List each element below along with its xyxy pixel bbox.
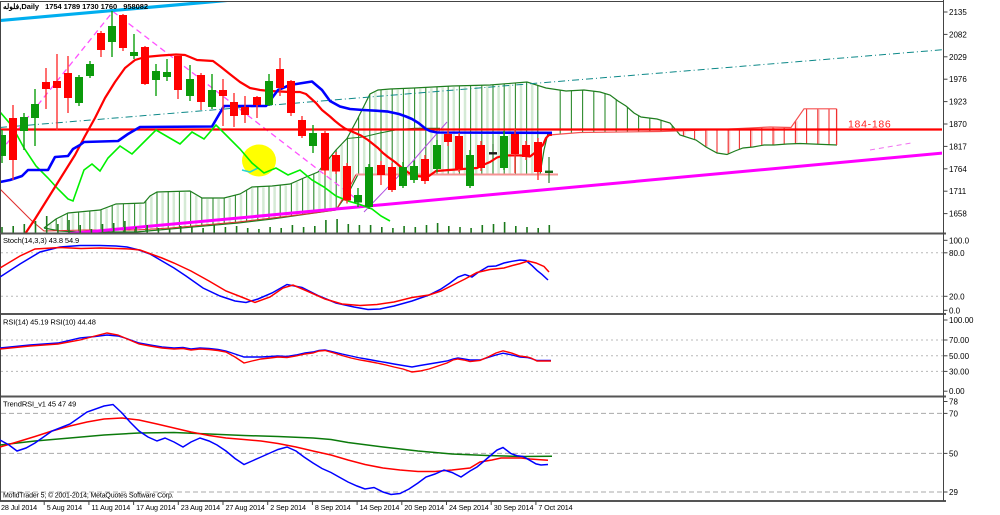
svg-text:2029: 2029 (949, 53, 967, 62)
svg-text:8 Sep 2014: 8 Sep 2014 (315, 503, 351, 512)
svg-text:29: 29 (949, 488, 958, 497)
svg-text:184-186: 184-186 (848, 119, 891, 131)
svg-text:0.0: 0.0 (949, 306, 961, 315)
svg-text:1764: 1764 (949, 165, 967, 174)
svg-text:11 Aug 2014: 11 Aug 2014 (91, 503, 130, 512)
svg-text:0.00: 0.00 (949, 387, 965, 396)
svg-text:24 Sep 2014: 24 Sep 2014 (449, 503, 489, 512)
svg-text:Stoch(14,3,3) 43.8 54.9: Stoch(14,3,3) 43.8 54.9 (3, 236, 79, 245)
svg-text:50.00: 50.00 (949, 352, 970, 361)
svg-text:RSI(14) 45.19 RSI(10) 44.48: RSI(14) 45.19 RSI(10) 44.48 (3, 318, 96, 327)
svg-text:70.00: 70.00 (949, 336, 970, 345)
svg-text:78: 78 (949, 398, 958, 407)
svg-text:2082: 2082 (949, 30, 967, 39)
svg-text:1923: 1923 (949, 98, 967, 107)
svg-text:27 Aug 2014: 27 Aug 2014 (226, 503, 265, 512)
svg-text:1976: 1976 (949, 75, 967, 84)
svg-text:70: 70 (949, 409, 958, 418)
svg-text:20.0: 20.0 (949, 292, 965, 301)
svg-text:50: 50 (949, 449, 958, 458)
svg-text:80.0: 80.0 (949, 249, 965, 258)
svg-text:30 Sep 2014: 30 Sep 2014 (494, 503, 534, 512)
svg-text:17 Aug 2014: 17 Aug 2014 (136, 503, 175, 512)
svg-text:100.00: 100.00 (949, 316, 974, 325)
svg-text:1817: 1817 (949, 142, 967, 151)
svg-text:2135: 2135 (949, 8, 967, 17)
svg-text:1870: 1870 (949, 120, 967, 129)
svg-text:23 Aug 2014: 23 Aug 2014 (181, 503, 220, 512)
svg-text:1711: 1711 (949, 187, 967, 196)
svg-text:5 Aug 2014: 5 Aug 2014 (47, 503, 82, 512)
svg-text:2 Sep 2014: 2 Sep 2014 (270, 503, 306, 512)
svg-text:100.0: 100.0 (949, 236, 970, 245)
svg-text:7 Oct 2014: 7 Oct 2014 (538, 503, 572, 512)
svg-text:فلوله,Daily 1754 1789 1730 1: فلوله,Daily 1754 1789 1730 1760 958082 (3, 2, 148, 12)
svg-text:1658: 1658 (949, 210, 967, 219)
svg-text:MofidTrader 5; © 2001-2014; Me: MofidTrader 5; © 2001-2014; MetaQuotes S… (3, 492, 174, 500)
svg-text:20 Sep 2014: 20 Sep 2014 (404, 503, 444, 512)
svg-text:28 Jul 2014: 28 Jul 2014 (1, 503, 37, 512)
svg-text:TrendRSI_v1 45 47 49: TrendRSI_v1 45 47 49 (3, 400, 76, 409)
svg-text:30.00: 30.00 (949, 367, 970, 376)
svg-text:14 Sep 2014: 14 Sep 2014 (360, 503, 400, 512)
